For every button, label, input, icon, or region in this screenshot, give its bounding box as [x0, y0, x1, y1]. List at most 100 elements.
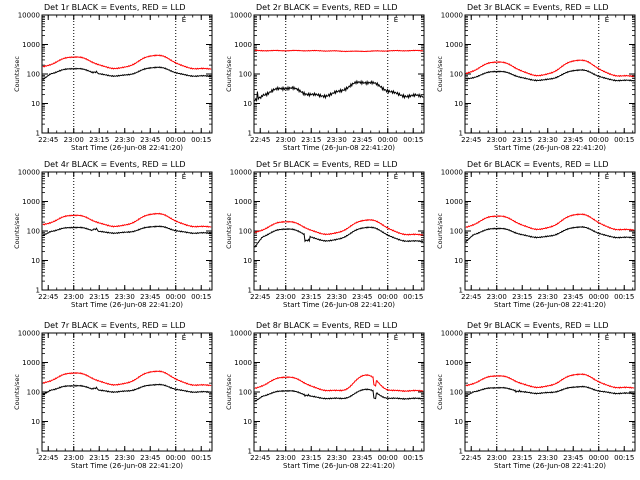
x-tick-label: 23:00: [64, 293, 84, 301]
y-tick-label: 10: [454, 418, 463, 426]
panel-title: Det 3r BLACK = Events, RED = LLD: [467, 3, 609, 12]
lld-series-line: [465, 213, 635, 231]
y-tick-label: 1000: [445, 41, 463, 49]
x-tick-label: 00:15: [191, 136, 211, 144]
y-tick-label: 1000: [234, 359, 252, 367]
panel-1: Det 1r BLACK = Events, RED = LLD 1 10 100 10…: [13, 3, 213, 152]
x-tick-label: 23:15: [512, 293, 532, 301]
x-axis-label: Start Time (26-Jun-08 22:41:20): [494, 462, 606, 470]
y-tick-label: 10000: [230, 169, 252, 177]
events-series-line: [42, 66, 212, 81]
x-tick-label: 00:15: [403, 454, 423, 462]
lld-series-line: [254, 218, 424, 236]
y-tick-label: 1: [248, 448, 252, 456]
y-tick-label: 100: [450, 71, 463, 79]
y-tick-label: 1000: [234, 41, 252, 49]
events-series-line: [465, 225, 635, 243]
x-tick-label: 22:45: [38, 136, 58, 144]
events-series-line: [254, 226, 424, 248]
y-tick-label: 10000: [441, 330, 463, 338]
x-tick-label: 00:00: [166, 454, 186, 462]
y-axis-label: Counts/sec: [225, 213, 233, 249]
x-axis-label: Start Time (26-Jun-08 22:41:20): [283, 462, 395, 470]
x-tick-label: 23:30: [538, 454, 558, 462]
plot-frame: [41, 14, 213, 134]
x-axis-label: Start Time (26-Jun-08 22:41:20): [494, 301, 606, 309]
y-axis-label: Counts/sec: [436, 213, 444, 249]
x-tick-label: 22:45: [461, 454, 481, 462]
x-tick-label: 23:45: [563, 293, 583, 301]
x-tick-label: 23:15: [301, 454, 321, 462]
x-tick-label: 23:45: [140, 136, 160, 144]
x-tick-label: 00:15: [191, 454, 211, 462]
plot-frame: [253, 14, 425, 134]
x-tick-label: 23:00: [64, 454, 84, 462]
y-tick-label: 1000: [234, 198, 252, 206]
x-axis-label: Start Time (26-Jun-08 22:41:20): [71, 301, 183, 309]
x-tick-label: 00:00: [378, 454, 398, 462]
x-tick-label: 23:15: [89, 293, 109, 301]
y-tick-label: 10: [31, 257, 40, 265]
y-tick-label: 10000: [441, 169, 463, 177]
flag-label: E: [182, 173, 186, 181]
lld-series-line: [465, 59, 635, 78]
x-tick-label: 23:00: [276, 293, 296, 301]
y-tick-label: 10: [243, 100, 252, 108]
x-tick-label: 00:15: [614, 136, 634, 144]
x-tick-label: 23:30: [115, 136, 135, 144]
plot-frame: [253, 171, 425, 291]
x-tick-label: 00:15: [403, 136, 423, 144]
y-tick-label: 1: [459, 448, 463, 456]
x-tick-label: 23:00: [276, 454, 296, 462]
y-tick-label: 10000: [441, 12, 463, 20]
y-axis-label: Counts/sec: [13, 213, 21, 249]
y-axis-label: Counts/sec: [225, 374, 233, 410]
lld-series-line: [42, 370, 212, 387]
y-tick-label: 1: [36, 448, 40, 456]
x-axis-label: Start Time (26-Jun-08 22:41:20): [494, 144, 606, 152]
panel-title: Det 8r BLACK = Events, RED = LLD: [256, 321, 398, 330]
y-tick-label: 1: [36, 287, 40, 295]
flag-label: E: [394, 173, 398, 181]
flag-label: E: [605, 334, 609, 342]
panel-5: Det 5r BLACK = Events, RED = LLD 1 10 100 10…: [225, 160, 425, 309]
y-tick-label: 100: [450, 228, 463, 236]
x-tick-label: 00:00: [166, 293, 186, 301]
x-tick-label: 23:15: [512, 454, 532, 462]
y-tick-label: 100: [27, 228, 40, 236]
x-tick-label: 22:45: [461, 136, 481, 144]
x-tick-label: 23:00: [64, 136, 84, 144]
y-tick-label: 10: [243, 257, 252, 265]
panel-8: Det 8r BLACK = Events, RED = LLD 1 10 100 10…: [225, 321, 425, 470]
plot-frame: [41, 171, 213, 291]
panel-title: Det 7r BLACK = Events, RED = LLD: [44, 321, 186, 330]
x-tick-label: 23:15: [301, 293, 321, 301]
y-tick-label: 1000: [22, 198, 40, 206]
y-tick-label: 10: [454, 257, 463, 265]
panel-7: Det 7r BLACK = Events, RED = LLD 1 10 100 10…: [13, 321, 213, 470]
x-tick-label: 23:45: [352, 454, 372, 462]
y-tick-label: 10000: [230, 330, 252, 338]
x-tick-label: 00:00: [589, 136, 609, 144]
flag-label: E: [605, 16, 609, 24]
y-tick-label: 100: [239, 228, 252, 236]
x-tick-label: 22:45: [250, 454, 270, 462]
x-tick-label: 23:30: [115, 293, 135, 301]
x-tick-label: 23:30: [538, 293, 558, 301]
y-tick-label: 10000: [18, 330, 40, 338]
y-tick-label: 1: [248, 130, 252, 138]
events-series-line: [42, 383, 212, 396]
y-tick-label: 1000: [445, 359, 463, 367]
x-tick-label: 22:45: [250, 293, 270, 301]
x-tick-label: 23:00: [487, 293, 507, 301]
x-tick-label: 00:15: [191, 293, 211, 301]
panel-title: Det 9r BLACK = Events, RED = LLD: [467, 321, 609, 330]
y-tick-label: 10: [454, 100, 463, 108]
panel-3: Det 3r BLACK = Events, RED = LLD 1 10 100 10…: [436, 3, 636, 152]
y-tick-label: 1000: [22, 359, 40, 367]
x-tick-label: 23:15: [512, 136, 532, 144]
x-tick-label: 23:30: [538, 136, 558, 144]
panel-title: Det 2r BLACK = Events, RED = LLD: [256, 3, 398, 12]
x-tick-label: 23:45: [352, 136, 372, 144]
lld-series-line: [254, 373, 424, 393]
